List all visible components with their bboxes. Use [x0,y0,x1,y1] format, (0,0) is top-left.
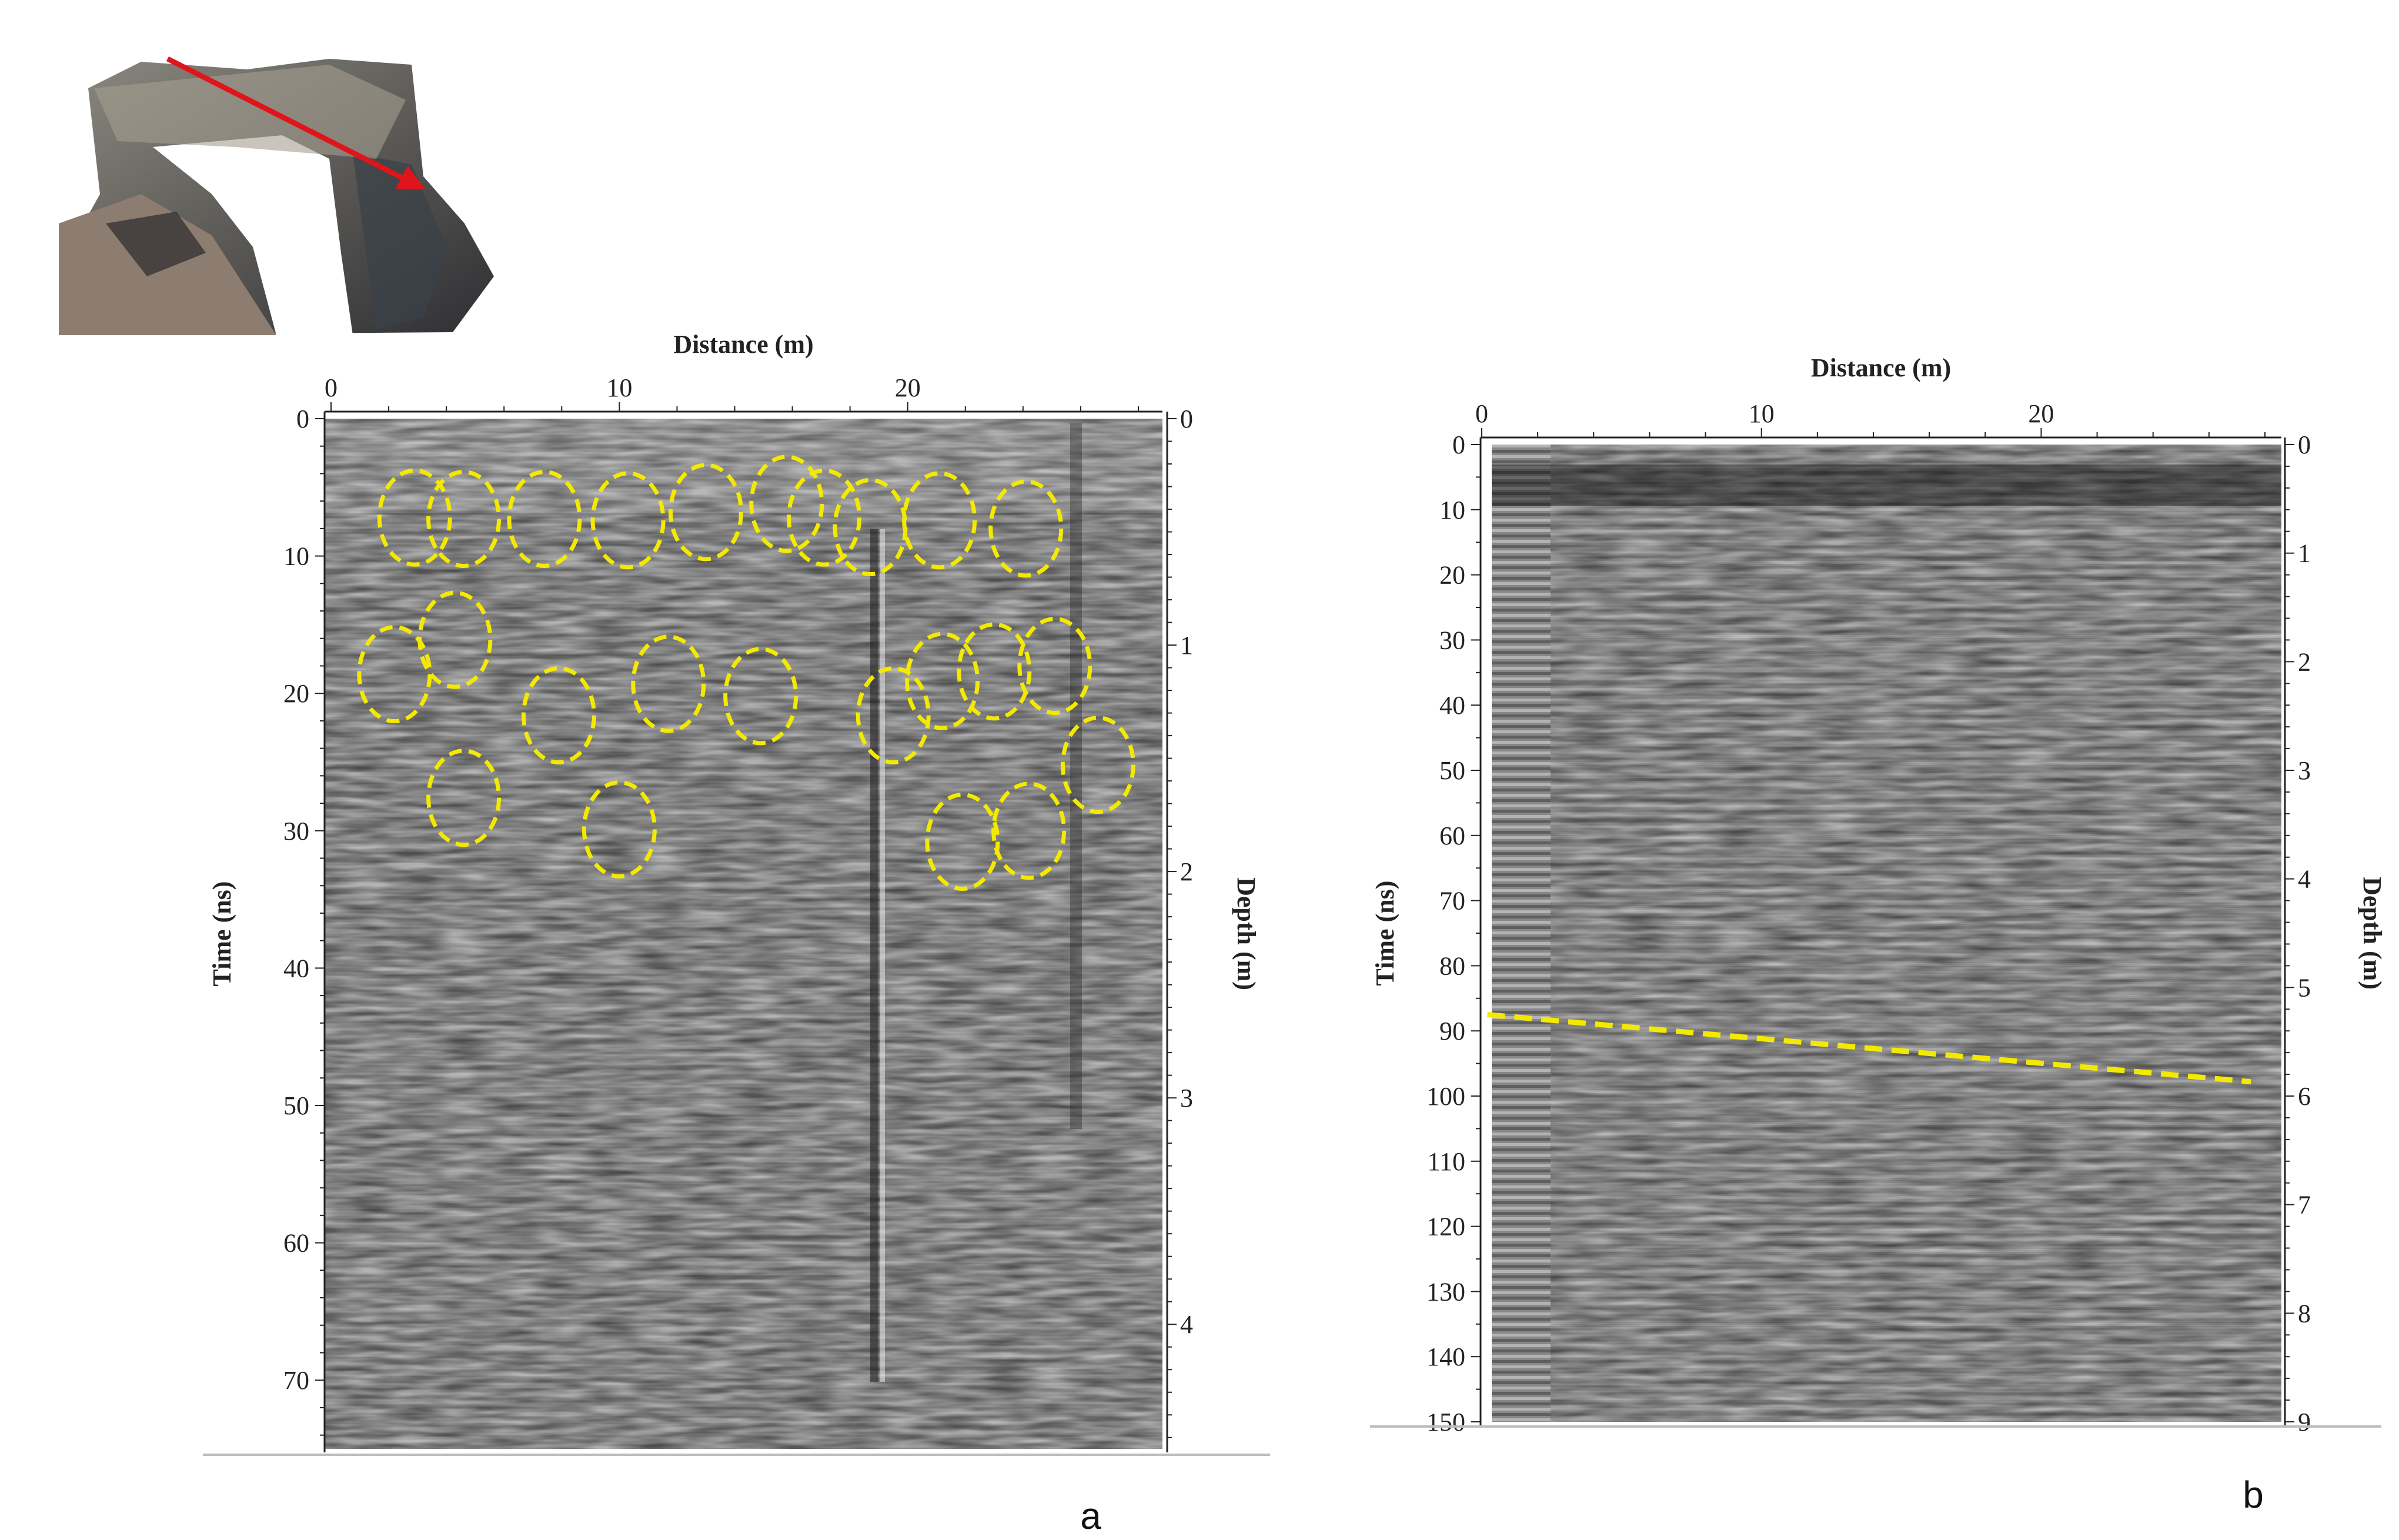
anomaly-ellipse [521,666,596,765]
anomaly-ellipse [631,634,706,733]
anomaly-ellipse [507,470,582,569]
reflector-line-b [1487,1012,2251,1085]
y2-tick-label-b: 9 [2298,1408,2311,1437]
y-tick-label-b: 140 [1426,1342,1465,1371]
x-tick-label-a: 0 [325,373,338,402]
y2-tick-label-b: 8 [2298,1299,2311,1328]
y-tick-label-b: 80 [1439,951,1465,980]
y-tick-label-b: 120 [1426,1212,1465,1241]
y2-tick-label-a: 3 [1180,1084,1193,1113]
y2-axis-title-b: Depth (m) [2358,877,2387,990]
radargram-b [1492,445,2281,1422]
y-tick-label-a: 10 [283,542,309,571]
y2-tick-label-b: 1 [2298,539,2311,568]
anomaly-ellipse [905,632,980,730]
anomaly-ellipse [988,479,1064,578]
anomaly-ellipse [925,792,1000,891]
anomaly-ellipse [582,780,657,878]
anomaly-ellipse [417,590,493,689]
y2-axis-title-a: Depth (m) [1232,877,1261,990]
y-tick-label-b: 10 [1439,496,1465,525]
y-tick-label-b: 130 [1426,1277,1465,1306]
y2-tick-label-a: 1 [1180,631,1193,660]
axes-a: 0 10 20 0 10 20 30 40 50 60 70 0 1 2 3 4 Distance (m) Tim… [203,330,1270,1456]
anomaly-ellipse [377,468,452,567]
y2-tick-label-b: 2 [2298,647,2311,676]
anomaly-ellipse [957,622,1032,721]
anomaly-ellipse [1017,616,1092,715]
y2-tick-label-b: 4 [2298,865,2311,894]
y-tick-label-a: 70 [283,1366,309,1395]
x-tick-label-b: 20 [2028,399,2054,428]
x-tick-label-b: 0 [1475,399,1488,428]
y-axis-title-a: Time (ns) [208,881,236,987]
y-tick-label-a: 60 [283,1229,309,1258]
anomaly-ellipse [590,471,666,570]
panel-b: 0 10 2001020304050607080901001101201301401… [1370,353,2387,1437]
y2-tick-label-b: 5 [2298,973,2311,1002]
y-tick-label-a: 20 [283,679,309,708]
y-tick-label-a: 50 [283,1091,309,1120]
anomaly-ellipse [749,455,824,553]
anomaly-markers-a [357,455,1135,891]
profile-arrow [166,56,426,190]
radargram-a [325,419,1162,1449]
y-tick-label-a: 0 [296,405,309,433]
y-tick-label-a: 40 [283,954,309,983]
anomaly-ellipse [902,471,977,570]
reflector-line [1487,1012,2251,1085]
y2-tick-label-a: 0 [1180,405,1193,433]
y2-tick-label-a: 4 [1180,1310,1193,1339]
y-tick-label-b: 150 [1426,1408,1465,1437]
y-tick-label-b: 40 [1439,691,1465,720]
y-tick-label-b: 30 [1439,626,1465,654]
x-tick-label-a: 10 [606,373,632,402]
anomaly-ellipse [668,463,743,562]
y-tick-label-b: 110 [1428,1147,1465,1176]
anomaly-ellipse [426,470,502,569]
y-tick-label-b: 50 [1439,756,1465,785]
y2-tick-label-a: 2 [1180,857,1193,886]
panel-letter-b: b [2243,1474,2264,1516]
y2-tick-label-b: 3 [2298,756,2311,785]
y-tick-label-a: 30 [283,817,309,846]
y2-tick-label-b: 0 [2298,430,2311,459]
anomaly-ellipse [426,749,502,847]
y-tick-label-b: 100 [1426,1082,1465,1111]
y-tick-label-b: 70 [1439,887,1465,916]
y2-tick-label-b: 7 [2298,1191,2311,1220]
anomaly-ellipse [723,647,798,746]
y-tick-label-b: 60 [1439,821,1465,850]
anomaly-ellipse [1060,716,1135,814]
y-tick-label-b: 0 [1452,430,1465,459]
panel-letter-a: a [1080,1495,1101,1537]
site-photo [59,56,494,335]
anomaly-ellipse [991,781,1067,880]
y-tick-label-b: 90 [1439,1017,1465,1045]
y2-tick-label-b: 6 [2298,1082,2311,1111]
panel-a: 0 10 20 0 10 20 30 40 50 60 70 0 1 2 3 4 Distance (m) Tim… [203,330,1270,1456]
x-tick-label-b: 10 [1749,399,1775,428]
axes-b: 0 10 2001020304050607080901001101201301401… [1370,353,2387,1437]
x-axis-title-a: Distance (m) [673,330,813,359]
x-tick-label-a: 20 [895,373,921,402]
anomaly-ellipse [856,666,931,765]
anomaly-ellipse [357,624,432,723]
x-axis-title-b: Distance (m) [1811,353,1951,382]
y-tick-label-b: 20 [1439,561,1465,590]
y-axis-title-b: Time (ns) [1371,881,1399,986]
anomaly-ellipse [787,468,862,567]
